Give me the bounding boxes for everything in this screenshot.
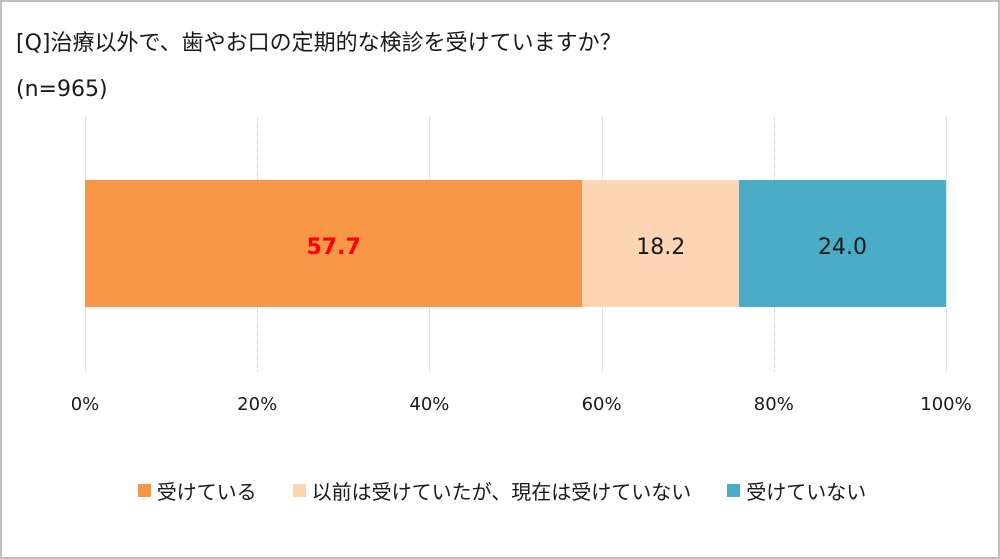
tick-label: 0%	[70, 394, 100, 415]
legend-swatch-icon	[137, 484, 151, 497]
stacked-bar: 57.7 18.2 24.0	[85, 180, 946, 307]
legend-swatch-icon	[727, 484, 741, 497]
segment-value-label: 57.7	[306, 235, 361, 260]
gridline-100	[946, 117, 947, 372]
legend-item-not-receiving: 受けていない	[727, 476, 866, 505]
segment-receiving: 57.7	[85, 180, 583, 307]
segment-value-label: 24.0	[818, 235, 868, 260]
chart-title: [Q]治療以外で、歯やお口の定期的な検診を受けていますか？	[16, 31, 622, 56]
plot-area: 57.7 18.2 24.0	[85, 117, 947, 372]
legend-swatch-icon	[292, 484, 306, 497]
legend: 受けている 以前は受けていたが、現在は受けていない 受けていない	[2, 476, 1000, 505]
tick-label: 20%	[237, 394, 278, 415]
tick-label: 80%	[753, 394, 794, 415]
sample-size-label: (n=965)	[16, 77, 108, 102]
x-axis-ticks: 0% 20% 40% 60% 80% 100%	[71, 394, 972, 420]
tick-label: 40%	[409, 394, 450, 415]
legend-item-receiving: 受けている	[137, 476, 257, 505]
segment-previously-received: 18.2	[582, 180, 740, 307]
tick-label: 60%	[581, 394, 622, 415]
legend-label: 受けていない	[746, 480, 867, 504]
legend-label: 以前は受けていたが、現在は受けていない	[311, 480, 692, 504]
segment-not-receiving: 24.0	[739, 180, 946, 307]
tick-label: 100%	[920, 394, 972, 415]
legend-item-previously-received: 以前は受けていたが、現在は受けていない	[292, 476, 692, 505]
legend-label: 受けている	[156, 480, 257, 504]
segment-value-label: 18.2	[636, 235, 686, 260]
